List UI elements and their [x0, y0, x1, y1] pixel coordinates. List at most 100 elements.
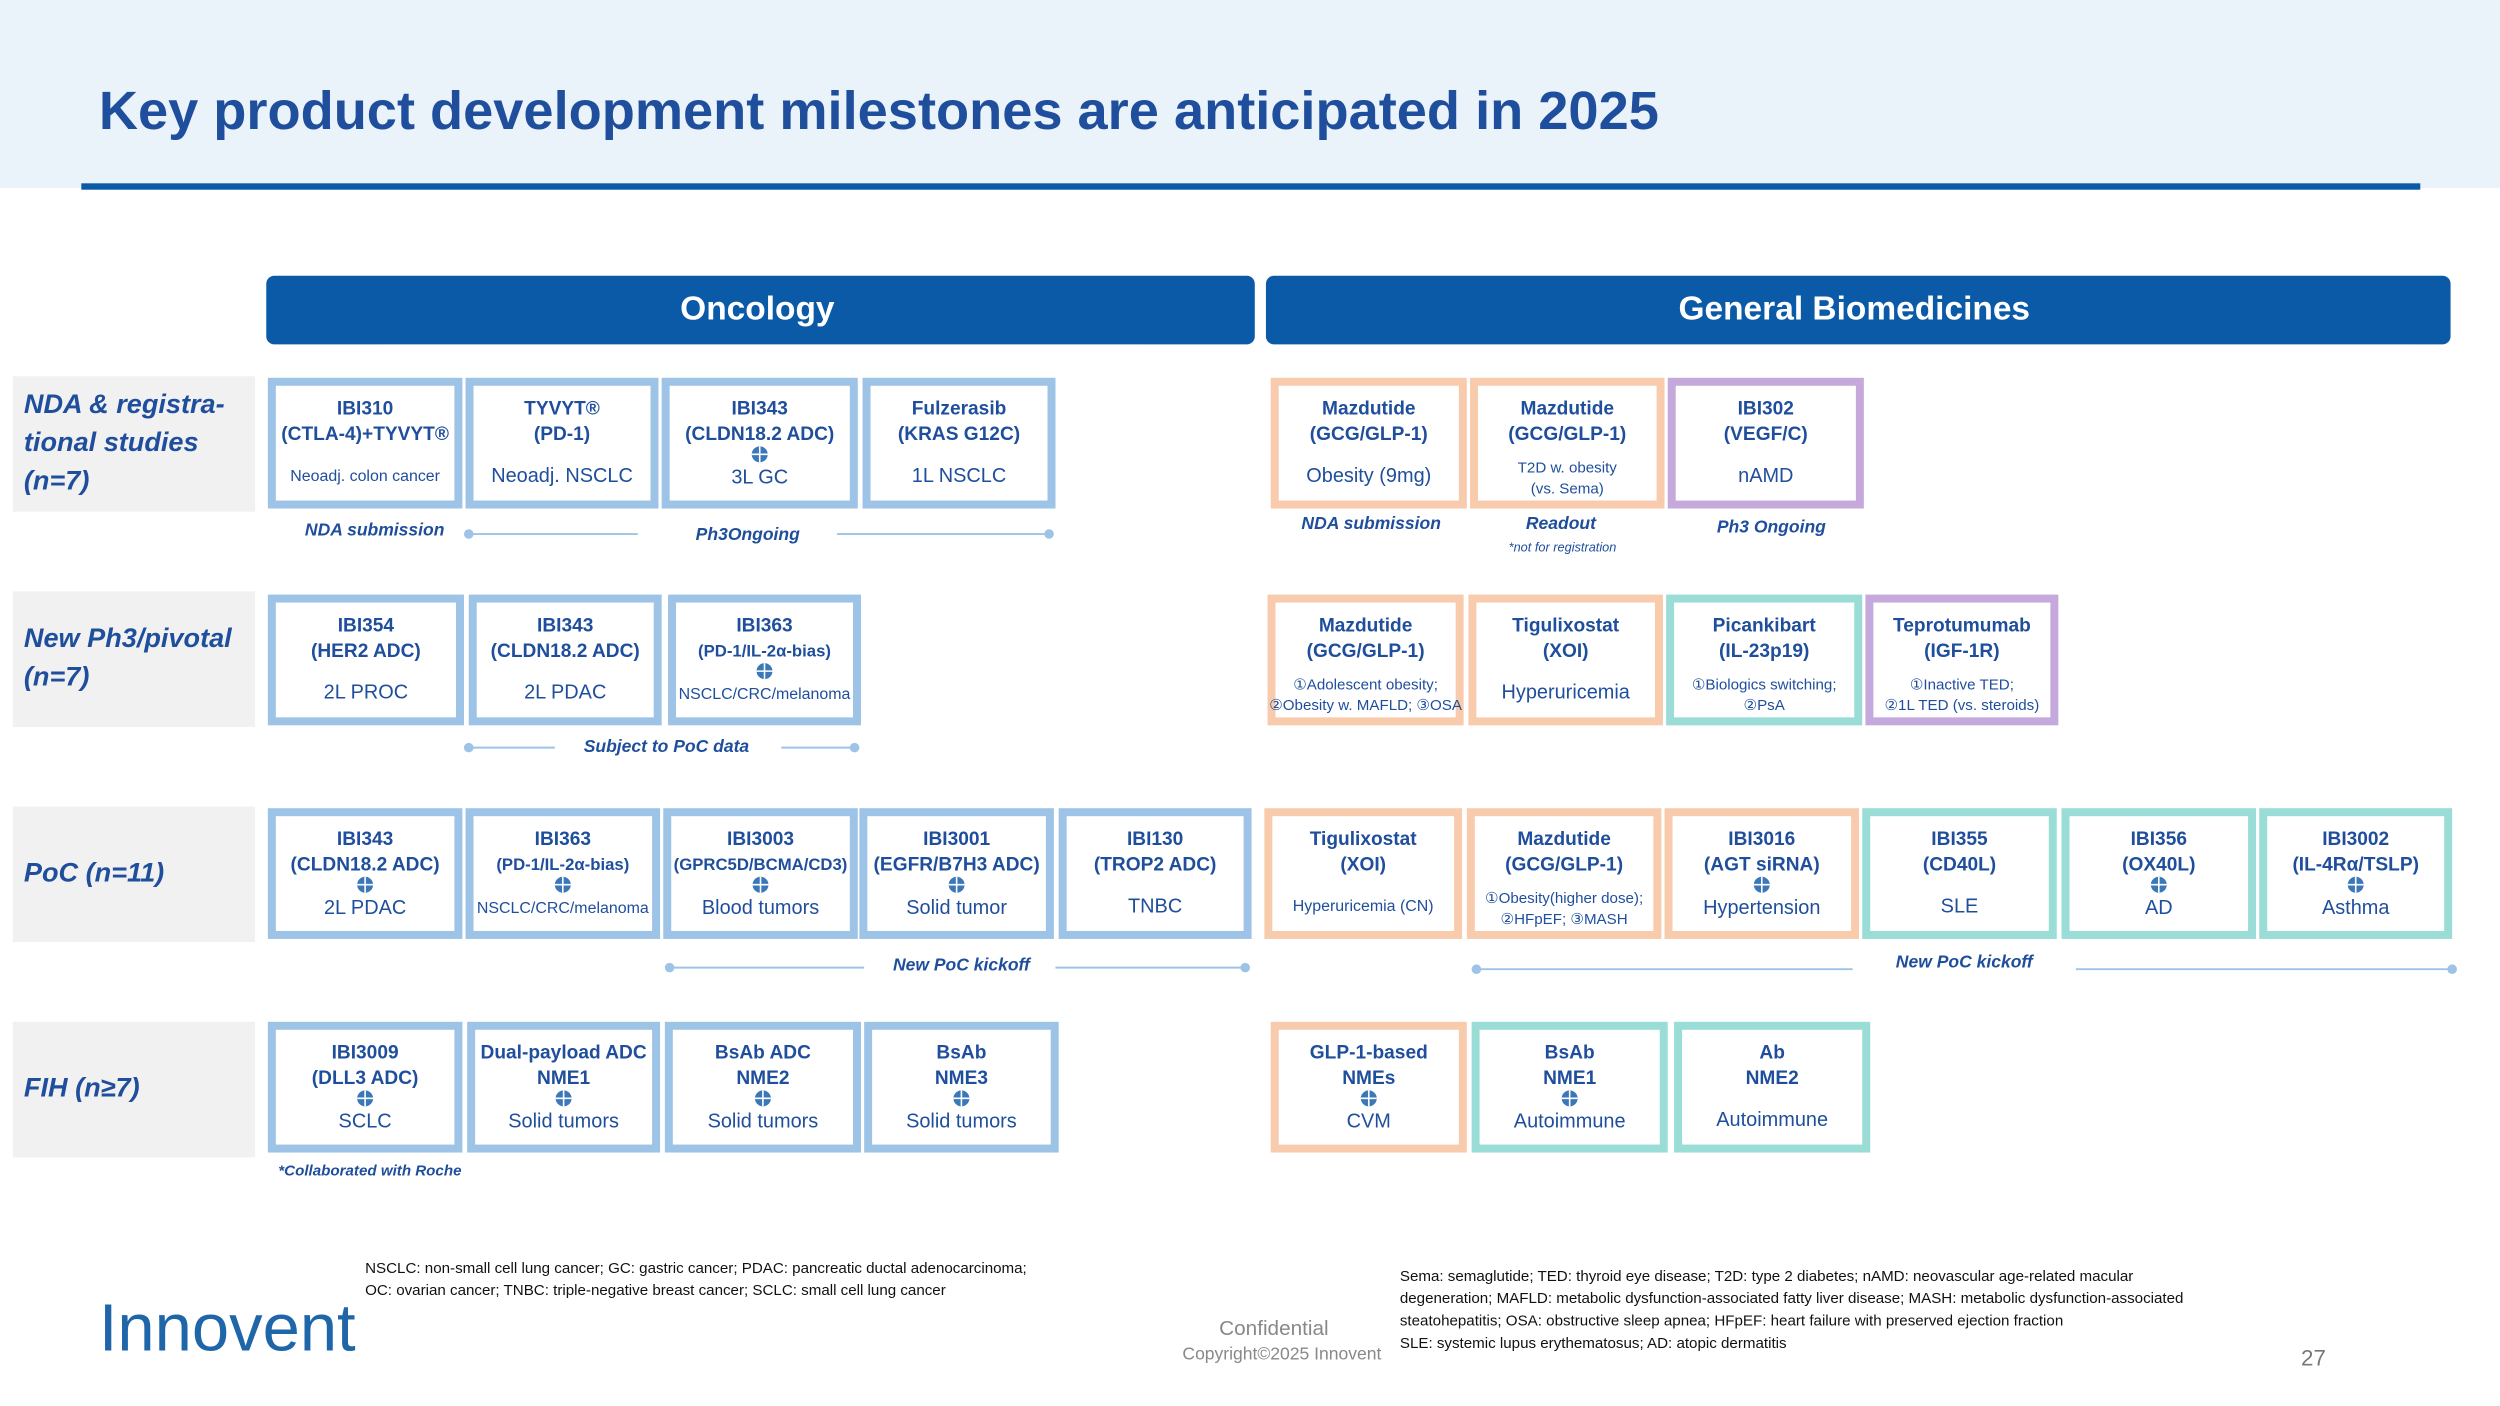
- row-label: PoC (n=11): [24, 857, 164, 888]
- product-target: (XOI): [1543, 641, 1589, 662]
- product-name: Fulzerasib: [912, 399, 1007, 420]
- product-box: [862, 377, 1056, 509]
- row-label: tional studies: [24, 426, 199, 457]
- product-name: IBI343: [337, 829, 393, 850]
- indication: Hyperuricemia: [1502, 682, 1631, 704]
- milestone-note: NDA submission: [1301, 513, 1441, 533]
- product-name: TYVYT®: [524, 399, 600, 420]
- product-target: (IGF-1R): [1924, 641, 1999, 662]
- milestone-note: New PoC kickoff: [893, 955, 1032, 975]
- product-target: NME2: [1746, 1068, 1799, 1089]
- indication: ②1L TED (vs. steroids): [1885, 697, 2040, 714]
- product-target: (KRAS G12C): [898, 424, 1020, 445]
- product-target: (IL-4Rα/TSLP): [2292, 855, 2419, 876]
- product-target: NME2: [736, 1068, 789, 1089]
- product-target: NME3: [935, 1068, 988, 1089]
- row-label: (n=7): [24, 660, 90, 691]
- product-name: IBI3009: [332, 1043, 399, 1064]
- timeline-dot: [463, 529, 474, 539]
- indication: CVM: [1347, 1111, 1391, 1133]
- product-name: Mazdutide: [1517, 829, 1611, 850]
- indication: ①Adolescent obesity;: [1293, 676, 1438, 693]
- product-name: GLP-1-based: [1310, 1043, 1428, 1064]
- product-name: Teprotumumab: [1893, 616, 2031, 637]
- product-box: [859, 808, 1054, 939]
- product-box: [1862, 808, 2057, 939]
- product-box: [668, 594, 861, 726]
- confidential: Confidential: [1219, 1317, 1328, 1340]
- product-target: (AGT siRNA): [1704, 855, 1820, 876]
- section-title: General Biomedicines: [1678, 291, 2030, 328]
- product-box: [1865, 594, 2059, 726]
- product-box: [1666, 594, 1863, 726]
- product-name: BsAb ADC: [715, 1043, 811, 1064]
- indication: Asthma: [2322, 897, 2390, 919]
- milestone-note: NDA submission: [305, 519, 445, 539]
- globe-icon: [948, 876, 965, 893]
- globe-icon: [752, 876, 769, 893]
- indication: ①Biologics switching;: [1692, 676, 1837, 693]
- milestone-note: Ph3 Ongoing: [1717, 516, 1826, 536]
- product-box: [468, 594, 662, 726]
- indication: AD: [2145, 897, 2173, 919]
- product-box: [2259, 808, 2453, 939]
- milestone-note: Ph3Ongoing: [696, 524, 800, 544]
- product-box: [1267, 594, 1464, 726]
- indication: Neoadj. NSCLC: [491, 465, 633, 487]
- section-header: [1265, 275, 2451, 345]
- product-name: Dual-payload ADC: [481, 1043, 647, 1064]
- product-target: (GPRC5D/BCMA/CD3): [674, 855, 848, 874]
- indication: ①Obesity(higher dose);: [1485, 890, 1643, 907]
- product-box: [1270, 377, 1467, 509]
- product-target: (PD-1/IL-2α-bias): [496, 855, 629, 874]
- product-box: [267, 1021, 463, 1153]
- indication: Neoadj. colon cancer: [290, 468, 440, 485]
- product-target: (TROP2 ADC): [1094, 855, 1217, 876]
- globe-icon: [1360, 1090, 1377, 1107]
- product-box: [267, 377, 463, 509]
- product-box: [2061, 808, 2257, 939]
- product-name: BsAb: [936, 1043, 986, 1064]
- product-name: Mazdutide: [1521, 399, 1615, 420]
- product-name: Tigulixostat: [1512, 616, 1620, 637]
- product-box: [467, 1021, 661, 1153]
- product-box: [1471, 1021, 1668, 1153]
- row-label-box: [12, 591, 256, 727]
- row-label: (n=7): [24, 464, 90, 495]
- product-box: [267, 594, 464, 726]
- globe-icon: [1561, 1090, 1578, 1107]
- product-name: IBI356: [2131, 829, 2187, 850]
- globe-icon: [555, 1090, 572, 1107]
- product-target: (CLDN18.2 ADC): [685, 424, 834, 445]
- timeline-dot: [1240, 962, 1250, 973]
- indication: Autoimmune: [1716, 1109, 1828, 1131]
- globe-icon: [953, 1090, 970, 1107]
- indication: Solid tumors: [708, 1111, 819, 1133]
- indication: (vs. Sema): [1531, 480, 1604, 497]
- globe-icon: [357, 1090, 374, 1107]
- timeline-dot: [1471, 964, 1482, 974]
- product-name: IBI355: [1931, 829, 1988, 850]
- timeline-dot: [2447, 964, 2457, 974]
- product-target: (GCG/GLP-1): [1505, 855, 1623, 876]
- indication: 2L PROC: [324, 682, 408, 704]
- indication: TNBC: [1128, 895, 1182, 917]
- product-name: IBI3002: [2322, 829, 2389, 850]
- section-title: Oncology: [680, 291, 835, 328]
- product-target: (HER2 ADC): [311, 641, 421, 662]
- timeline-dot: [849, 742, 860, 753]
- indication: Solid tumors: [906, 1111, 1017, 1133]
- product-name: Tigulixostat: [1310, 829, 1418, 850]
- product-target: (EGFR/B7H3 ADC): [874, 855, 1040, 876]
- product-box: [664, 1021, 861, 1153]
- copyright: Copyright©2025 Innovent: [1182, 1344, 1381, 1364]
- timeline-dot: [664, 962, 675, 973]
- product-name: IBI302: [1738, 399, 1794, 420]
- product-box: [1667, 377, 1864, 509]
- row-label-box: [12, 376, 256, 512]
- footnote: OC: ovarian cancer; TNBC: triple-negativ…: [365, 1282, 946, 1299]
- timeline-dot: [1044, 529, 1054, 539]
- product-name: IBI363: [736, 616, 792, 637]
- logo: Innovent: [99, 1290, 356, 1365]
